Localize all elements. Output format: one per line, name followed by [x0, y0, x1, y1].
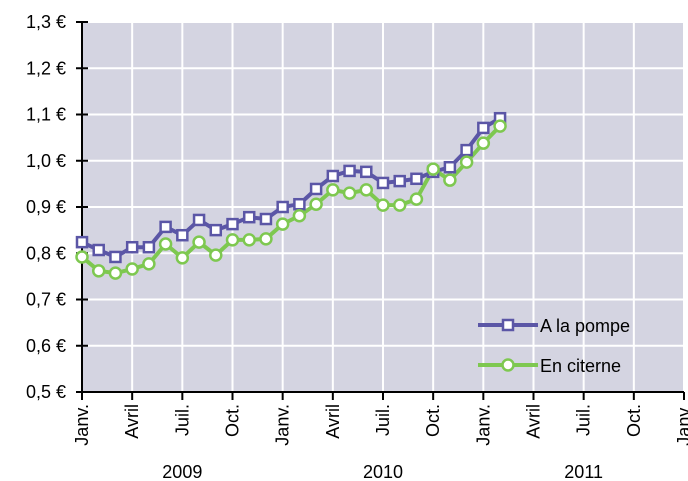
marker [142, 257, 156, 271]
marker [242, 233, 256, 247]
marker [92, 243, 105, 257]
marker [443, 173, 457, 187]
marker [443, 160, 457, 174]
y-tick-label: 0,5 € [26, 382, 66, 402]
marker [293, 197, 306, 211]
marker [460, 143, 473, 157]
marker [175, 251, 190, 265]
marker [192, 235, 206, 249]
marker [309, 182, 323, 196]
marker [209, 223, 223, 237]
y-tick-label: 1,2 € [26, 58, 66, 78]
x-tick-label: Avril [524, 404, 544, 439]
marker [477, 121, 490, 135]
marker [409, 192, 424, 206]
x-tick-label: Juil. [373, 404, 393, 436]
x-tick-label: Juil. [172, 404, 192, 436]
legend-label: A la pompe [540, 316, 630, 336]
x-tick-label: Avril [323, 404, 343, 439]
marker [376, 198, 390, 212]
marker [259, 212, 273, 226]
marker [209, 248, 223, 262]
marker [493, 119, 507, 133]
year-label: 2010 [363, 462, 403, 481]
y-tick-label: 1,1 € [26, 105, 66, 125]
x-tick-label: Oct. [624, 404, 644, 437]
marker [426, 162, 440, 176]
marker [259, 232, 273, 246]
x-tick-label: Avril [122, 404, 142, 439]
marker [459, 155, 474, 169]
marker [176, 228, 189, 242]
marker [326, 183, 340, 197]
marker [91, 264, 106, 278]
marker [392, 198, 407, 212]
marker [360, 165, 373, 179]
y-tick-label: 0,6 € [26, 336, 66, 356]
marker [125, 262, 139, 276]
marker [343, 164, 356, 178]
year-label: 2011 [564, 462, 603, 481]
marker [359, 183, 374, 197]
marker [75, 235, 89, 249]
marker [158, 237, 173, 251]
x-tick-label: Juil. [574, 404, 594, 436]
y-tick-label: 0,7 € [26, 290, 66, 310]
marker [376, 176, 390, 190]
marker [276, 200, 289, 214]
marker [393, 174, 406, 188]
x-tick-label: Janv. [273, 404, 293, 446]
marker [242, 210, 256, 224]
y-tick-label: 0,9 € [26, 197, 66, 217]
marker [108, 266, 123, 280]
y-tick-label: 1,0 € [26, 151, 66, 171]
marker [501, 318, 515, 332]
y-tick-label: 1,3 € [26, 12, 66, 32]
marker [326, 169, 340, 183]
legend-label: En citerne [540, 356, 621, 376]
marker [342, 186, 357, 200]
marker [226, 217, 239, 231]
y-tick-label: 0,8 € [26, 243, 66, 263]
marker [410, 172, 423, 186]
marker [476, 136, 491, 150]
x-tick-label: Janv. [674, 404, 688, 446]
marker [501, 358, 515, 372]
x-tick-label: Oct. [223, 404, 243, 437]
marker [142, 240, 156, 254]
marker [125, 240, 139, 254]
marker [159, 220, 172, 234]
marker [275, 217, 290, 231]
marker [225, 233, 240, 247]
marker [309, 197, 323, 211]
marker [292, 209, 307, 223]
x-tick-label: Oct. [423, 404, 443, 437]
x-tick-label: Janv. [72, 404, 92, 446]
marker [75, 250, 89, 264]
x-tick-label: Janv. [473, 404, 493, 446]
marker [109, 250, 122, 264]
year-label: 2009 [162, 462, 202, 481]
marker [192, 213, 206, 227]
